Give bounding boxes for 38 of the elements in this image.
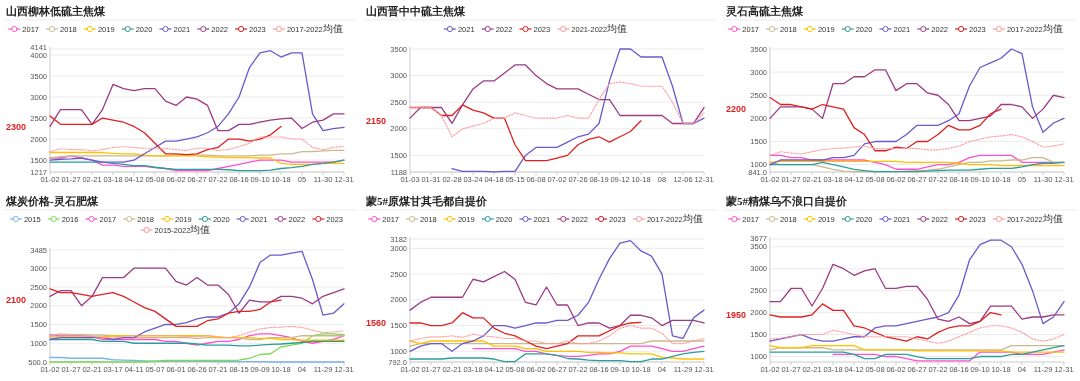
chart-title: 煤炭价格-灵石肥煤	[5, 195, 99, 208]
text: 2300	[5, 121, 26, 132]
chart-title: 山西晋中中硫主焦煤	[366, 5, 466, 18]
text: 2150	[365, 116, 386, 127]
line-series	[49, 267, 345, 314]
line-series	[769, 134, 1065, 156]
line-series	[49, 151, 345, 165]
line-series	[472, 345, 705, 358]
text: 2200	[725, 104, 746, 115]
line-series	[409, 240, 705, 352]
line-series	[409, 325, 705, 345]
line-series	[49, 136, 345, 153]
line-series	[49, 83, 345, 132]
line-series	[409, 312, 642, 350]
line-series	[409, 270, 705, 329]
line-series	[769, 263, 1065, 325]
text: 1950	[725, 310, 746, 321]
line-series	[769, 96, 1002, 152]
line-series	[49, 325, 345, 339]
line-series	[49, 115, 282, 156]
line-series	[49, 288, 282, 328]
line-series	[49, 50, 345, 163]
line-series	[832, 349, 1065, 362]
line-series	[409, 64, 705, 125]
chart-title: 山西柳林低硫主焦煤	[6, 5, 106, 18]
text: 1560	[365, 317, 386, 328]
chart-title: 灵石高硫主焦煤	[725, 5, 804, 18]
chart-title: 蒙5#精煤乌不浪口自提价	[725, 195, 848, 207]
line-series	[769, 303, 1002, 342]
line-series	[769, 239, 1065, 342]
line-series	[409, 81, 705, 138]
chart-title: 蒙5#原煤甘其毛都自提价	[365, 195, 488, 208]
text: 2100	[5, 295, 26, 306]
line-series	[49, 250, 345, 341]
line-series	[451, 48, 705, 173]
line-series	[769, 325, 1065, 344]
line-series	[769, 48, 1065, 166]
line-series	[769, 69, 1065, 122]
